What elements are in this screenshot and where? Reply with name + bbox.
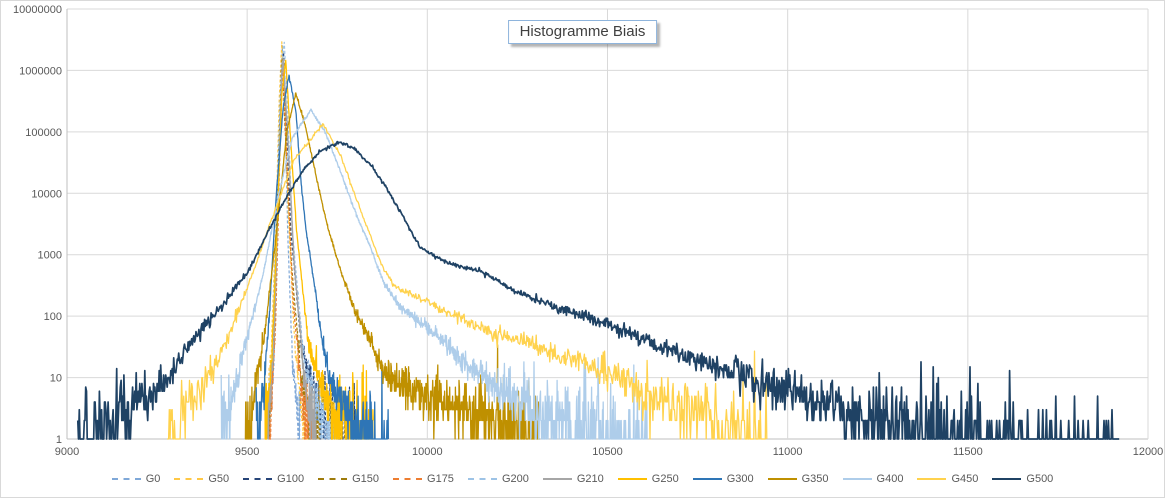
legend-item-G200[interactable]: G200 — [467, 472, 529, 485]
chart-title-text: Histogramme Biais — [519, 23, 646, 40]
legend-item-G300[interactable]: G300 — [692, 472, 754, 485]
legend-item-G500[interactable]: G500 — [992, 472, 1054, 485]
legend-label-G150: G150 — [352, 472, 380, 485]
legend: G0 G50 G100 G150 G175 G200 G210 G250 G300 G350 G40… — [1, 466, 1164, 492]
legend-line-sample-G175 — [393, 478, 423, 480]
chart-title[interactable]: Histogramme Biais — [507, 20, 658, 44]
legend-item-G50[interactable]: G50 — [174, 472, 230, 485]
series-G350-line[interactable] — [244, 92, 541, 440]
legend-label-G175: G175 — [427, 472, 454, 485]
legend-line-sample-G400 — [842, 478, 872, 480]
legend-line-sample-G350 — [767, 478, 797, 480]
y-tick-label: 10000000 — [13, 4, 62, 16]
legend-item-G450[interactable]: G450 — [917, 472, 979, 485]
y-tick-label: 100000 — [25, 127, 62, 139]
legend-line-sample-G150 — [318, 478, 348, 480]
legend-line-sample-G300 — [692, 478, 722, 480]
series-G250-line[interactable] — [264, 59, 374, 440]
y-tick-label: 10000 — [31, 188, 62, 200]
legend-line-sample-G250 — [617, 478, 647, 480]
x-tick-label: 9500 — [235, 446, 259, 458]
legend-label-G100: G100 — [277, 472, 305, 485]
legend-label-G500: G500 — [1026, 472, 1054, 485]
legend-line-sample-G200 — [467, 478, 497, 480]
x-tick-label: 11500 — [953, 446, 983, 458]
legend-label-G350: G350 — [801, 472, 829, 485]
series-G300-line[interactable] — [255, 74, 390, 440]
series-G210-line[interactable] — [267, 58, 317, 440]
legend-label-G50: G50 — [208, 472, 230, 485]
x-tick-label: 11000 — [773, 446, 803, 458]
legend-line-sample-G450 — [917, 478, 947, 480]
legend-label-G300: G300 — [726, 472, 754, 485]
x-tick-label: 10000 — [412, 446, 443, 458]
legend-item-G250[interactable]: G250 — [617, 472, 679, 485]
x-tick-label: 9000 — [55, 446, 79, 458]
legend-label-G450: G450 — [951, 472, 979, 485]
legend-item-G350[interactable]: G350 — [767, 472, 829, 485]
y-tick-label: 10 — [50, 373, 62, 385]
series-G400-line[interactable] — [220, 108, 648, 440]
legend-line-sample-G50 — [174, 478, 204, 480]
x-tick-label: 12000 — [1133, 446, 1164, 458]
y-tick-label: 1000 — [38, 250, 62, 262]
legend-label-G200: G200 — [501, 472, 529, 485]
legend-label-G0: G0 — [145, 472, 161, 485]
legend-line-sample-G100 — [243, 478, 273, 480]
x-tick-label: 10500 — [592, 446, 623, 458]
y-tick-label: 100 — [44, 311, 62, 323]
legend-label-G400: G400 — [876, 472, 904, 485]
y-tick-label: 1000000 — [19, 65, 62, 77]
series-G500-line[interactable] — [76, 140, 1120, 440]
y-tick-label: 1 — [56, 434, 62, 446]
legend-item-G100[interactable]: G100 — [243, 472, 305, 485]
legend-item-G0[interactable]: G0 — [111, 472, 161, 485]
legend-line-sample-G500 — [992, 478, 1022, 480]
legend-item-G400[interactable]: G400 — [842, 472, 904, 485]
legend-item-G210[interactable]: G210 — [542, 472, 604, 485]
legend-line-sample-G210 — [542, 478, 572, 480]
series-G450-line[interactable] — [167, 123, 768, 440]
legend-item-G175[interactable]: G175 — [393, 472, 454, 485]
legend-line-sample-G0 — [111, 478, 141, 480]
legend-item-G150[interactable]: G150 — [318, 472, 380, 485]
legend-label-G250: G250 — [651, 472, 679, 485]
legend-label-G210: G210 — [576, 472, 604, 485]
